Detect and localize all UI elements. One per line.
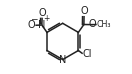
Text: O: O <box>38 8 46 18</box>
Text: O: O <box>88 19 96 30</box>
Text: O: O <box>80 6 88 16</box>
Text: CH₃: CH₃ <box>96 20 111 29</box>
Text: +: + <box>43 15 50 23</box>
Text: N: N <box>59 55 66 65</box>
Text: Cl: Cl <box>83 49 92 59</box>
Text: O: O <box>27 20 35 30</box>
Text: −: − <box>30 15 37 24</box>
Text: N: N <box>38 20 46 30</box>
